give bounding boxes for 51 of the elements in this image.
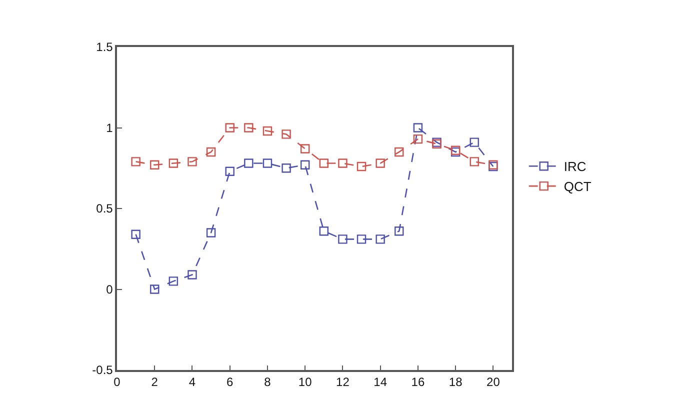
point: [168, 276, 178, 286]
point: [356, 234, 366, 244]
point: [338, 158, 348, 168]
point: [413, 134, 423, 144]
point: [131, 157, 140, 166]
point: [225, 166, 234, 176]
y-tick-label: 1: [106, 120, 114, 135]
point: [225, 123, 234, 132]
point: [150, 160, 160, 170]
point: [150, 284, 160, 294]
point: [206, 228, 216, 238]
point: [262, 158, 272, 168]
x-tick-label: 4: [188, 375, 196, 390]
point: [300, 160, 310, 170]
y-tick-label: 1.5: [96, 40, 114, 54]
x-tick-label: 10: [298, 375, 312, 390]
x-tick-label: 8: [264, 375, 272, 390]
y-tick-label: 0.5: [96, 202, 114, 216]
point: [168, 158, 178, 168]
x-tick-label: 20: [486, 375, 500, 390]
point: [319, 158, 328, 168]
x-tick-label: 12: [336, 375, 350, 390]
point: [300, 144, 310, 154]
x-tick-label: 18: [448, 375, 463, 390]
y-tick-label: -0.5: [92, 363, 114, 378]
point: [356, 162, 366, 172]
point: [470, 138, 479, 147]
point: [188, 157, 197, 166]
x-tick-label: 2: [151, 375, 158, 390]
y-tick-label: 0: [106, 282, 114, 296]
point: [206, 147, 216, 157]
point: [394, 226, 404, 236]
legend-label: IRC: [564, 159, 586, 174]
point: [244, 158, 254, 168]
point: [244, 123, 254, 132]
x-tick-label: 16: [411, 375, 425, 390]
point: [470, 157, 479, 166]
point: [282, 164, 291, 173]
point: [262, 126, 272, 136]
x-tick-label: 6: [226, 375, 234, 390]
legend-label: QCT: [564, 179, 592, 194]
point: [131, 230, 140, 239]
point: [394, 147, 404, 157]
x-tick-label: 14: [374, 375, 388, 390]
point: [338, 234, 348, 244]
point: [376, 234, 385, 244]
point: [319, 226, 328, 236]
point: [282, 130, 291, 139]
point: [376, 158, 385, 168]
point: [188, 270, 197, 280]
point: [413, 123, 423, 132]
